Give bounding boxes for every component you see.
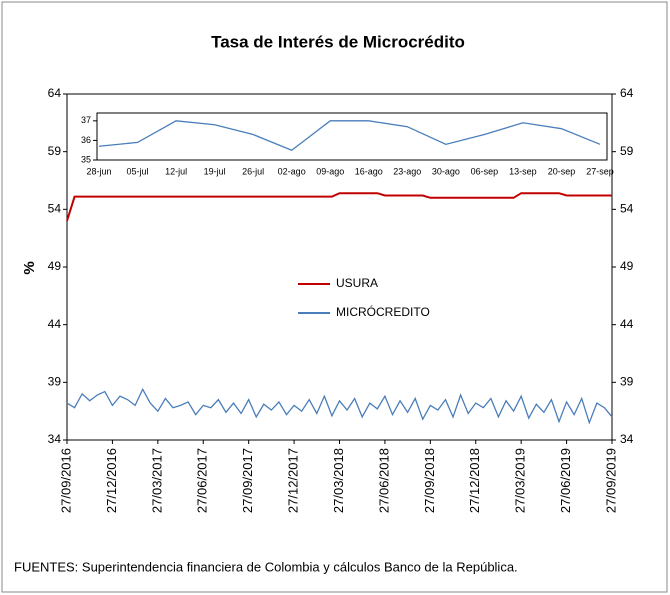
y2-tick-label: 49 (620, 259, 634, 273)
y-tick-label: 39 (48, 375, 62, 389)
x-tick-label: 02-ago (278, 166, 306, 176)
x-tick-label: 06-sep (471, 166, 499, 176)
x-tick-label: 27/12/2017 (286, 448, 301, 513)
x-tick-label: 19-jul (204, 166, 226, 176)
y-tick-label: 64 (48, 86, 62, 100)
series-line (66, 192, 612, 222)
y-tick-label: 44 (48, 317, 62, 331)
x-tick-label: 27/03/2017 (149, 448, 164, 513)
x-tick-label: 27/12/2016 (104, 448, 119, 513)
x-tick-label: 27/03/2019 (513, 448, 528, 513)
y-tick-label: 49 (48, 259, 62, 273)
y2-tick-label: 39 (620, 375, 634, 389)
x-tick-label: 12-jul (165, 166, 187, 176)
x-tick-label: 27/09/2019 (603, 448, 618, 513)
legend-label: USURA (336, 276, 378, 290)
y2-tick-label: 34 (620, 432, 634, 446)
x-tick-label: 27/09/2016 (58, 448, 73, 513)
x-tick-label: 23-ago (393, 166, 421, 176)
inset-area (96, 112, 608, 161)
y-tick-label: 37 (81, 115, 91, 125)
x-tick-label: 16-ago (355, 166, 383, 176)
x-tick-label: 27-sep (586, 166, 614, 176)
y-tick-label: 54 (48, 202, 62, 216)
y-tick-label: 36 (81, 135, 91, 145)
y2-tick-label: 59 (620, 144, 634, 158)
series-line (66, 387, 613, 425)
x-tick-label: 05-jul (127, 166, 149, 176)
source-note: FUENTES: Superintendencia financiera de … (14, 559, 518, 574)
y2-tick-label: 64 (620, 86, 634, 100)
x-tick-label: 30-ago (432, 166, 460, 176)
legend-label: MICRÓCREDITO (336, 304, 430, 319)
chart-title: Tasa de Interés de Microcrédito (211, 32, 465, 51)
y-tick-label: 35 (81, 154, 91, 164)
x-tick-label: 27/09/2018 (422, 448, 437, 513)
x-tick-label: 27/06/2019 (558, 448, 573, 513)
x-tick-label: 27/09/2017 (240, 448, 255, 513)
series-line (98, 120, 601, 151)
x-tick-label: 20-sep (548, 166, 576, 176)
x-tick-label: 27/03/2018 (331, 448, 346, 513)
y-tick-label: 34 (48, 432, 62, 446)
x-tick-label: 27/06/2018 (376, 448, 391, 513)
x-tick-label: 28-jun (86, 166, 111, 176)
y2-tick-label: 54 (620, 202, 634, 216)
y2-tick-label: 44 (620, 317, 634, 331)
x-tick-label: 26-jul (242, 166, 264, 176)
x-tick-label: 27/06/2017 (195, 448, 210, 513)
y-tick-label: 59 (48, 144, 62, 158)
y-axis-label: % (21, 261, 38, 274)
x-tick-label: 27/12/2018 (467, 448, 482, 513)
x-tick-label: 09-ago (316, 166, 344, 176)
x-tick-label: 13-sep (509, 166, 537, 176)
